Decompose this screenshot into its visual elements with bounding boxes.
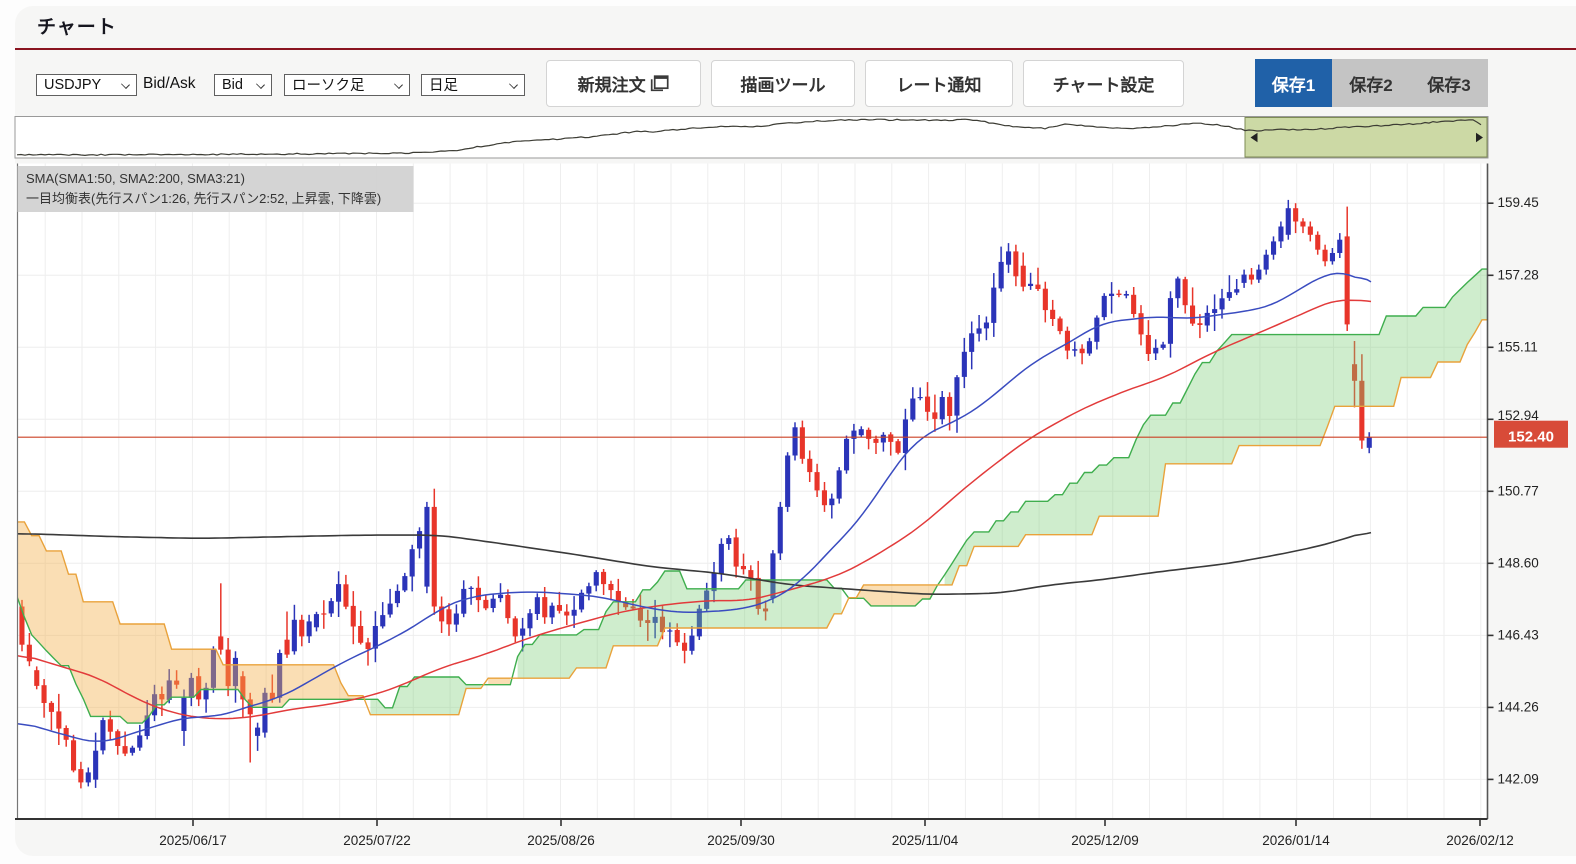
svg-text:157.28: 157.28 [1498,267,1539,282]
svg-text:148.60: 148.60 [1498,555,1539,570]
svg-text:SMA(SMA1:50, SMA2:200, SMA3:21: SMA(SMA1:50, SMA2:200, SMA3:21) [26,171,245,186]
svg-text:152.94: 152.94 [1498,408,1540,423]
svg-text:155.11: 155.11 [1498,339,1538,354]
svg-text:2025/08/26: 2025/08/26 [527,833,595,848]
svg-text:2026/01/14: 2026/01/14 [1262,833,1330,848]
svg-text:150.77: 150.77 [1498,483,1539,498]
svg-text:2025/11/04: 2025/11/04 [892,833,959,848]
svg-text:2025/12/09: 2025/12/09 [1071,833,1139,848]
svg-text:159.45: 159.45 [1498,195,1539,210]
svg-text:146.43: 146.43 [1498,627,1539,642]
svg-text:144.26: 144.26 [1498,699,1539,714]
svg-text:一目均衡表(先行スパン1:26, 先行スパン2:52, 上昇: 一目均衡表(先行スパン1:26, 先行スパン2:52, 上昇雲, 下降雲) [26,191,381,206]
svg-text:2025/07/22: 2025/07/22 [343,833,411,848]
svg-text:152.40: 152.40 [1508,429,1554,446]
svg-text:2026/02/12: 2026/02/12 [1446,833,1514,848]
svg-text:142.09: 142.09 [1498,771,1539,786]
svg-text:2025/09/30: 2025/09/30 [707,833,775,848]
svg-text:2025/06/17: 2025/06/17 [159,833,227,848]
